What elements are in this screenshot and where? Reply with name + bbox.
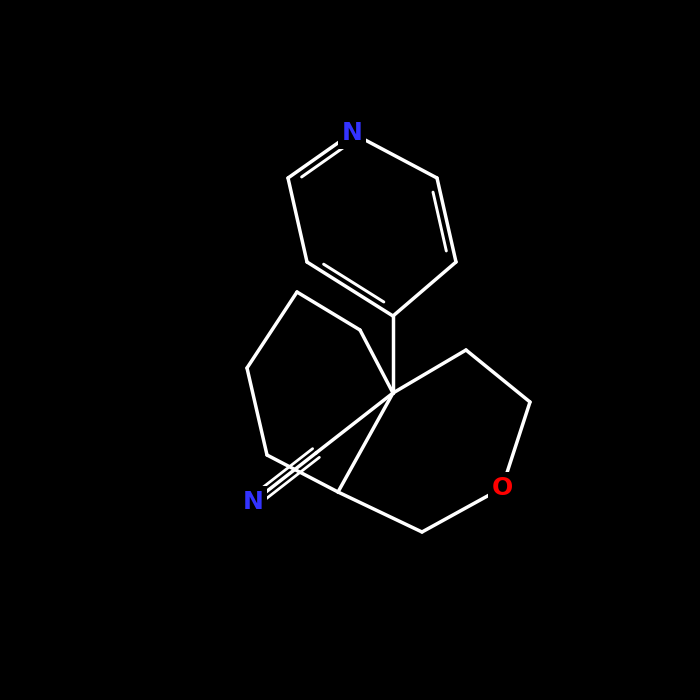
Text: N: N [243, 490, 263, 514]
Text: N: N [342, 121, 363, 145]
Text: O: O [491, 476, 512, 500]
